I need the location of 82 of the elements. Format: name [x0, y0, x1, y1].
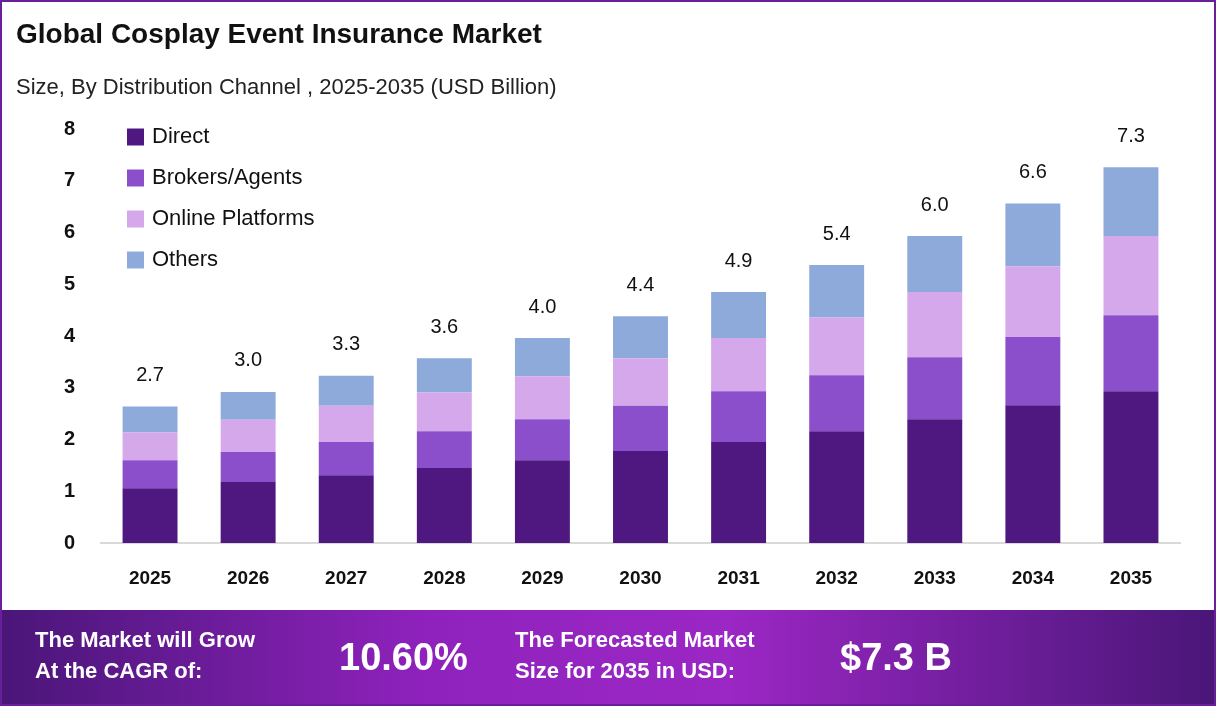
- bar: [1005, 337, 1061, 406]
- bar: [907, 357, 963, 420]
- total-label: 6.6: [1018, 160, 1047, 183]
- x-tick-label: 2035: [1109, 566, 1153, 588]
- total-label: 7.3: [1117, 123, 1145, 146]
- bar: [907, 292, 963, 358]
- y-tick-label: 2: [63, 427, 75, 450]
- bar: [122, 488, 178, 543]
- total-label: 3.0: [234, 348, 263, 371]
- footer-banner: The Market will Grow At the CAGR of: 10.60% The Forecasted Market Size for 2035 in USD: $7.3 B: [2, 610, 1214, 704]
- x-tick-label: 2027: [325, 566, 368, 588]
- chart-title: Global Cosplay Event Insurance Market: [16, 18, 542, 50]
- bar: [907, 419, 963, 543]
- bar: [1005, 405, 1061, 543]
- bar: [711, 338, 767, 392]
- total-label: 6.0: [920, 192, 949, 215]
- bar: [809, 265, 865, 318]
- bar: [122, 406, 178, 433]
- bar: [318, 475, 374, 543]
- y-tick-label: 8: [63, 116, 75, 139]
- total-label: 4.0: [528, 294, 557, 317]
- y-tick-label: 1: [63, 478, 75, 501]
- bar: [711, 391, 767, 443]
- bar: [220, 419, 276, 452]
- bar: [318, 405, 374, 443]
- legend-label: Direct: [152, 123, 210, 149]
- bar: [318, 442, 374, 476]
- bar: [514, 376, 570, 420]
- bar: [1103, 315, 1159, 392]
- bar: [1005, 203, 1061, 267]
- y-tick-label: 7: [63, 168, 75, 191]
- bar: [809, 431, 865, 543]
- bar: [220, 451, 276, 482]
- total-label: 5.4: [822, 221, 851, 244]
- bar: [416, 467, 472, 543]
- bar: [514, 460, 570, 543]
- x-tick-label: 2034: [1011, 566, 1055, 588]
- y-tick-label: 0: [63, 530, 75, 553]
- x-tick-label: 2029: [521, 566, 564, 588]
- bar: [416, 431, 472, 468]
- legend-label: Online Platforms: [152, 205, 315, 231]
- x-tick-label: 2032: [815, 566, 858, 588]
- bar: [613, 405, 668, 451]
- bar: [711, 292, 767, 339]
- bar: [318, 375, 374, 406]
- bar: [1005, 266, 1061, 338]
- x-tick-label: 2031: [717, 566, 761, 588]
- x-tick-label: 2028: [423, 566, 466, 588]
- legend-label: Brokers/Agents: [152, 164, 303, 190]
- y-tick-label: 6: [63, 220, 75, 243]
- bar: [809, 317, 865, 376]
- x-tick-label: 2033: [913, 566, 956, 588]
- bar: [1103, 236, 1159, 316]
- bar: [613, 358, 668, 406]
- bar: [416, 358, 472, 393]
- bar: [711, 442, 767, 543]
- total-label: 3.3: [332, 332, 361, 355]
- chart-subtitle: Size, By Distribution Channel , 2025-2035 (USD Billion): [16, 74, 557, 100]
- bar: [220, 481, 276, 543]
- total-label: 4.9: [724, 248, 753, 271]
- bar: [122, 460, 178, 489]
- total-label: 3.6: [430, 314, 459, 337]
- bar: [1103, 391, 1159, 543]
- legend-label: Others: [152, 246, 219, 272]
- x-tick-label: 2026: [227, 566, 270, 588]
- total-label: 2.7: [136, 362, 164, 385]
- bar: [613, 450, 668, 543]
- x-tick-label: 2025: [128, 566, 172, 588]
- bar: [220, 391, 276, 420]
- y-tick-label: 3: [63, 375, 75, 398]
- bar: [907, 236, 963, 293]
- bar: [416, 392, 472, 432]
- bar: [613, 316, 668, 359]
- y-tick-label: 5: [63, 271, 75, 294]
- bar: [514, 338, 570, 377]
- total-label: 4.4: [626, 272, 655, 295]
- bar: [514, 419, 570, 461]
- bar: [122, 432, 178, 461]
- x-tick-label: 2030: [619, 566, 662, 588]
- y-tick-label: 4: [63, 323, 76, 346]
- bar: [1103, 167, 1159, 237]
- bar: [809, 375, 865, 432]
